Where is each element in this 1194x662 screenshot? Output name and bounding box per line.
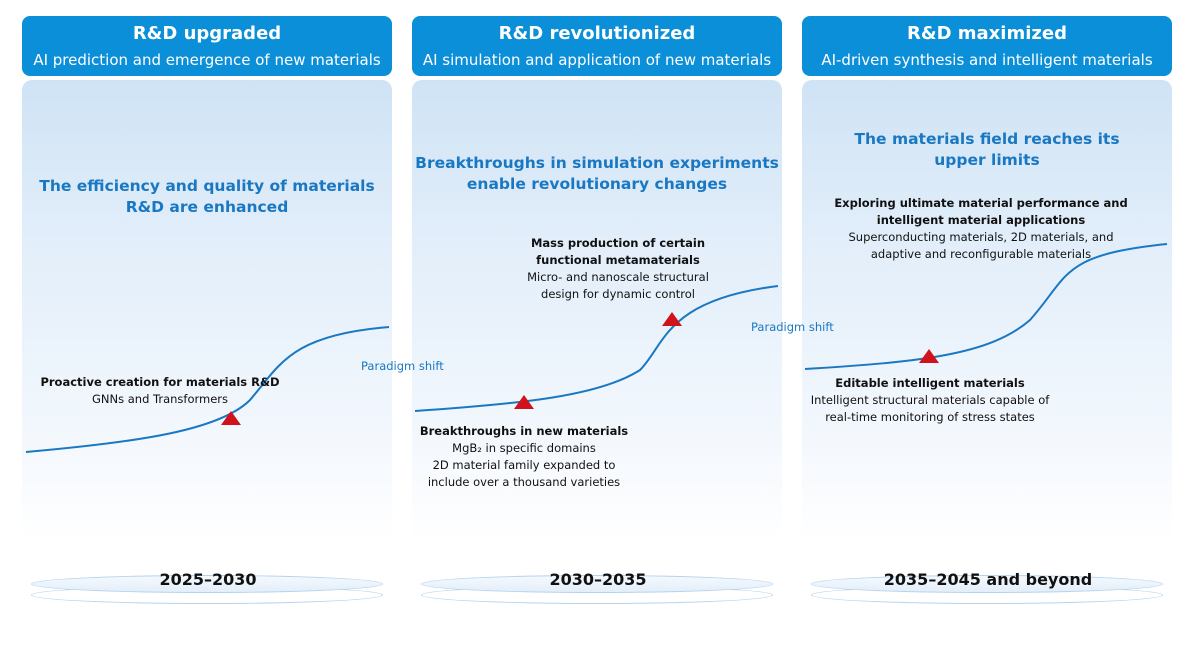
stage-3-panel bbox=[802, 80, 1172, 540]
stage-2-curve bbox=[414, 285, 779, 412]
stage-1-subtitle: AI prediction and emergence of new mater… bbox=[33, 51, 381, 69]
milestone-title: Editable intelligent materials bbox=[835, 376, 1025, 390]
milestone-detail: Micro- and nanoscale structural bbox=[527, 270, 709, 284]
stage-3-title: R&D maximized bbox=[907, 23, 1067, 44]
stage-1-header: R&D upgraded AI prediction and emergence… bbox=[22, 16, 392, 76]
stage-1-title: R&D upgraded bbox=[132, 23, 282, 44]
stage-2-header: R&D revolutionized AI simulation and app… bbox=[412, 16, 782, 76]
milestone-title: Mass production of certain bbox=[530, 236, 706, 250]
stage-3-milestone-2: Exploring ultimate material performance … bbox=[826, 195, 1136, 263]
milestone-detail: Intelligent structural materials capable… bbox=[810, 393, 1050, 407]
milestone-detail: Superconducting materials, 2D materials,… bbox=[848, 230, 1114, 244]
period-2: 2030–2035 bbox=[421, 566, 775, 614]
period-ring-upper bbox=[31, 575, 383, 593]
stage-2-headline-line-2: enable revolutionary changes bbox=[466, 175, 728, 193]
milestone-title-line-2: functional metamaterials bbox=[536, 253, 700, 267]
stage-3-curve bbox=[804, 243, 1168, 370]
milestone-marker-3 bbox=[662, 312, 682, 326]
milestone-marker-2 bbox=[514, 395, 534, 409]
stage-1-headline-line-1: The efficiency and quality of materials bbox=[39, 177, 375, 195]
period-1: 2025–2030 bbox=[31, 566, 385, 614]
stage-1-curve bbox=[25, 326, 390, 453]
milestone-detail: design for dynamic control bbox=[541, 287, 695, 301]
milestone-detail: real-time monitoring of stress states bbox=[825, 410, 1035, 424]
period-2-label: 2030–2035 bbox=[549, 570, 647, 589]
stage-2-panel bbox=[412, 80, 782, 540]
milestone-marker-4 bbox=[919, 349, 939, 363]
stage-3-headline-line-2: upper limits bbox=[934, 151, 1040, 169]
stage-2-headline: Breakthroughs in simulation experiments … bbox=[412, 153, 782, 195]
stage-3-milestone-1: Editable intelligent materials Intellige… bbox=[800, 375, 1060, 426]
stage-2-milestone-2: Mass production of certain functional me… bbox=[508, 235, 728, 303]
stage-1-panel bbox=[22, 80, 392, 540]
stage-2-title: R&D revolutionized bbox=[498, 23, 696, 44]
stage-1-headline: The efficiency and quality of materials … bbox=[22, 176, 392, 218]
stage-1-milestone: Proactive creation for materials R&D GNN… bbox=[30, 374, 290, 408]
stage-3-headline-line-1: The materials field reaches its bbox=[854, 130, 1120, 148]
paradigm-shift-label-1: Paradigm shift bbox=[361, 359, 444, 373]
milestone-title-line-2: intelligent material applications bbox=[876, 213, 1086, 227]
period-ring-upper bbox=[811, 575, 1163, 593]
period-1-label: 2025–2030 bbox=[159, 570, 257, 589]
milestone-title: Breakthroughs in new materials bbox=[419, 424, 629, 438]
milestone-detail: 2D material family expanded to bbox=[432, 458, 616, 472]
milestone-marker-1 bbox=[221, 411, 241, 425]
milestone-title: Exploring ultimate material performance … bbox=[834, 196, 1128, 210]
stage-2-milestone-1: Breakthroughs in new materials MgB₂ in s… bbox=[414, 423, 634, 491]
milestone-detail: adaptive and reconfigurable materials bbox=[870, 247, 1092, 261]
period-3: 2035–2045 and beyond bbox=[811, 566, 1165, 614]
stage-2-subtitle: AI simulation and application of new mat… bbox=[422, 51, 772, 69]
milestone-detail: GNNs and Transformers bbox=[91, 392, 229, 406]
milestone-detail: include over a thousand varieties bbox=[427, 475, 621, 489]
milestone-detail: MgB₂ in specific domains bbox=[452, 441, 596, 455]
stage-2-headline-line-1: Breakthroughs in simulation experiments bbox=[415, 154, 779, 172]
period-ring-upper bbox=[421, 575, 773, 593]
paradigm-shift-label-2: Paradigm shift bbox=[751, 320, 834, 334]
stage-1-headline-line-2: R&D are enhanced bbox=[125, 198, 289, 216]
stage-3-subtitle: AI-driven synthesis and intelligent mate… bbox=[821, 51, 1153, 69]
period-3-label: 2035–2045 and beyond bbox=[883, 570, 1093, 589]
stage-3-header: R&D maximized AI-driven synthesis and in… bbox=[802, 16, 1172, 76]
milestone-title: Proactive creation for materials R&D bbox=[40, 375, 280, 389]
stage-3-headline: The materials field reaches its upper li… bbox=[802, 129, 1172, 171]
